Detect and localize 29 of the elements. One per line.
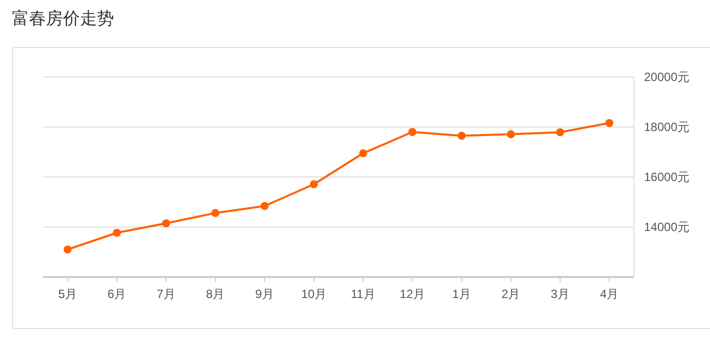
point bbox=[162, 219, 170, 228]
x-tick-label: 10月 bbox=[301, 287, 327, 301]
x-tick-label: 11月 bbox=[350, 287, 376, 301]
point bbox=[64, 246, 72, 254]
y-tick-label: 20000元 bbox=[644, 70, 690, 84]
x-tick-label: 1月 bbox=[452, 287, 471, 301]
point bbox=[260, 202, 269, 210]
x-tick-label: 5月 bbox=[58, 287, 77, 301]
x-tick-label: 2月 bbox=[502, 287, 520, 301]
point bbox=[112, 228, 121, 237]
x-tick-label: 8月 bbox=[206, 287, 225, 301]
x-tick-label: 6月 bbox=[108, 287, 126, 301]
y-tick-label: 18000元 bbox=[644, 120, 690, 134]
chart-title: 富春房价走势 bbox=[12, 9, 114, 28]
x-tick-label: 4月 bbox=[600, 287, 619, 301]
point bbox=[211, 209, 220, 217]
x-tick-label: 7月 bbox=[156, 287, 176, 301]
point bbox=[556, 128, 564, 136]
point bbox=[506, 130, 515, 138]
x-tick-label: 9月 bbox=[255, 287, 274, 301]
point bbox=[458, 132, 466, 140]
y-tick-label: 16000元 bbox=[644, 170, 690, 184]
point bbox=[359, 149, 368, 158]
point bbox=[605, 119, 614, 127]
point bbox=[408, 128, 416, 136]
point bbox=[310, 180, 318, 188]
y-tick-label: 14000元 bbox=[644, 220, 690, 234]
x-tick-label: 3月 bbox=[550, 287, 570, 301]
x-tick-label: 12月 bbox=[400, 287, 426, 301]
